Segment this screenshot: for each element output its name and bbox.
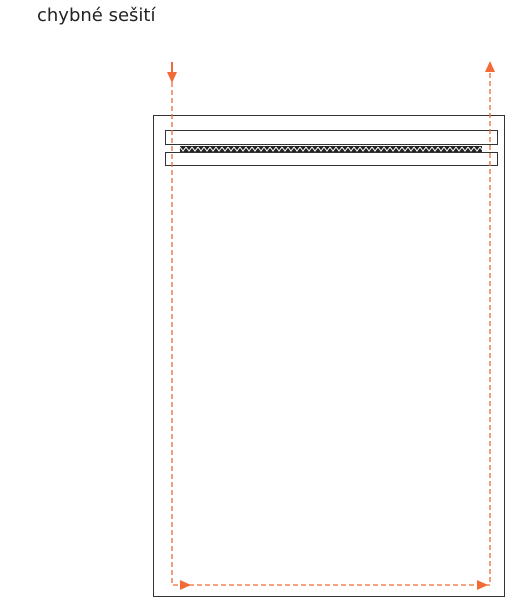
arrow-right-right bbox=[477, 580, 488, 590]
arrow-down-shaft bbox=[171, 62, 173, 74]
fold-path bbox=[171, 72, 491, 586]
zigzag-seam bbox=[180, 146, 482, 152]
arrow-up bbox=[485, 61, 495, 72]
title: chybné sešití bbox=[37, 5, 156, 26]
arrow-down bbox=[167, 72, 177, 83]
arrow-right-left bbox=[180, 580, 191, 590]
page-outline bbox=[153, 115, 505, 597]
strip-bottom bbox=[165, 152, 498, 166]
strip-top bbox=[165, 130, 498, 145]
